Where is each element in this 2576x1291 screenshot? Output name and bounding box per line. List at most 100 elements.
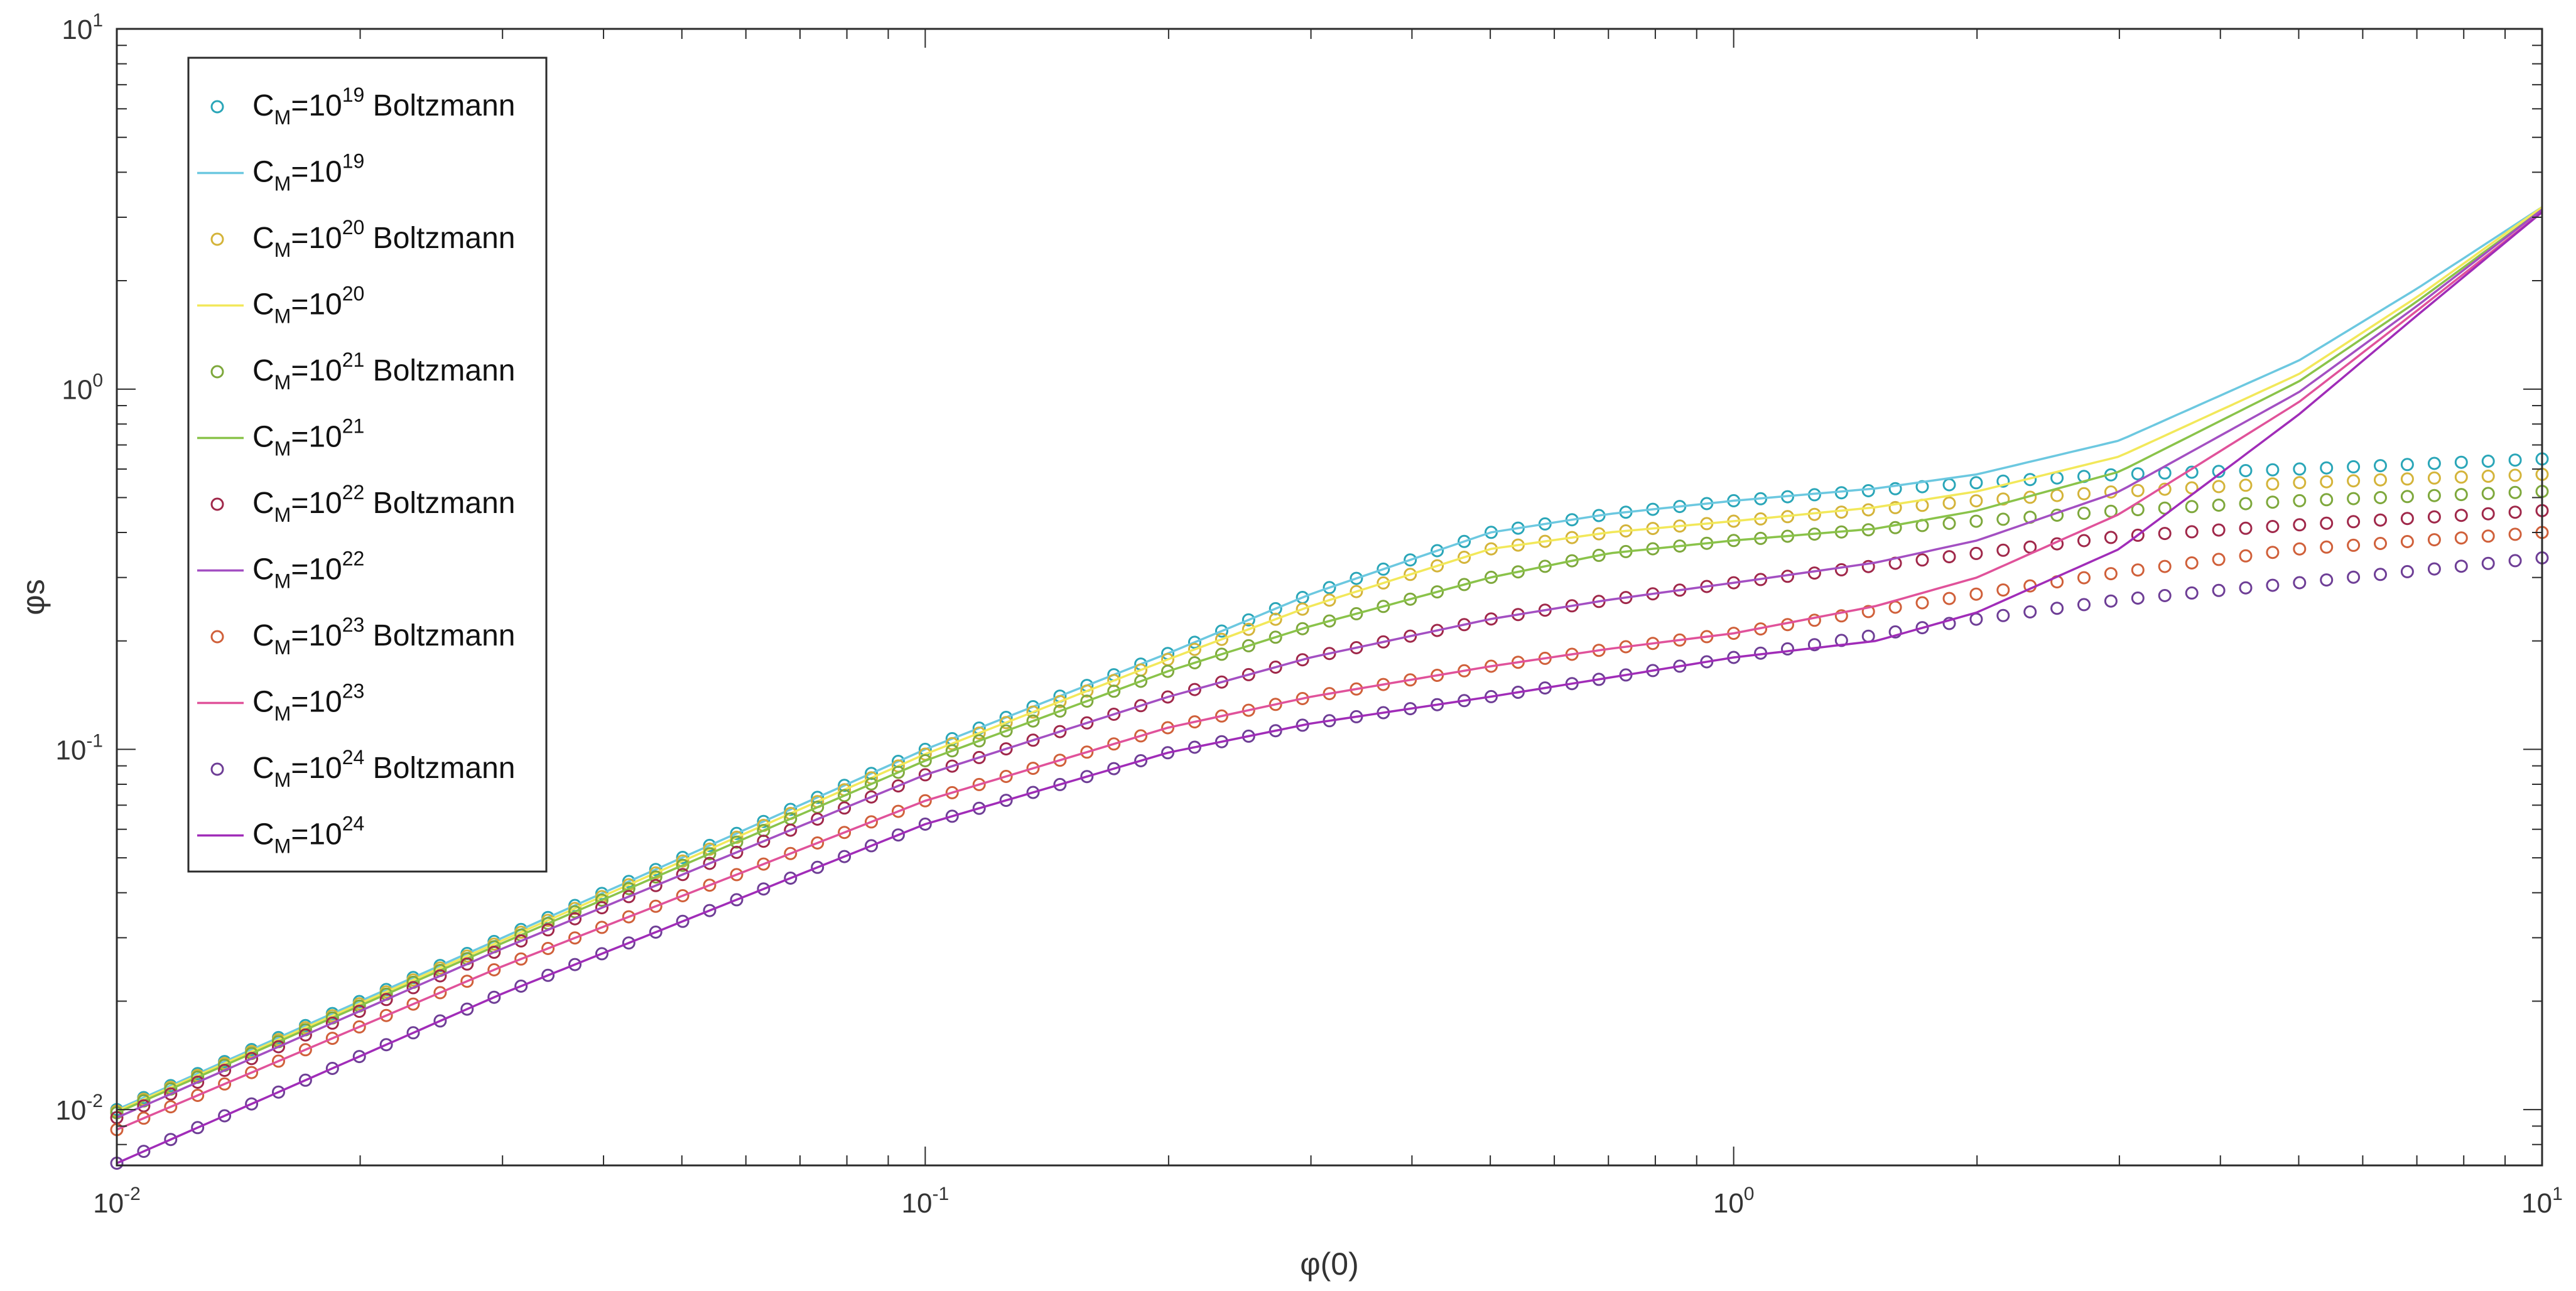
series-line <box>116 208 2543 1119</box>
data-point <box>757 857 771 871</box>
data-point <box>2400 458 2414 472</box>
series-markers <box>110 551 2549 1170</box>
data-point <box>2239 497 2253 510</box>
data-point <box>2374 537 2387 550</box>
data-point <box>433 969 447 983</box>
data-point <box>1942 591 1956 605</box>
legend-label: CM=1022 Boltzmann <box>252 481 515 526</box>
data-point <box>1188 740 1201 754</box>
data-point <box>1377 562 1390 576</box>
data-point <box>595 894 609 907</box>
data-point <box>1996 492 2010 506</box>
data-point <box>891 779 905 793</box>
legend-item: CM=1022 <box>197 548 364 593</box>
legend-item: CM=1021 <box>197 415 364 460</box>
data-point <box>191 1121 205 1135</box>
data-point <box>1026 762 1040 775</box>
series-layer <box>110 206 2549 1170</box>
data-point <box>1080 684 1094 698</box>
data-point <box>1215 647 1228 661</box>
data-point <box>1242 667 1255 681</box>
data-point <box>1323 647 1336 661</box>
data-point <box>2185 525 2199 539</box>
data-point <box>2023 605 2037 618</box>
data-point <box>2400 472 2414 486</box>
data-point <box>1242 622 1255 636</box>
data-point <box>2347 492 2361 505</box>
data-point <box>541 923 555 937</box>
data-point <box>2131 483 2145 497</box>
data-point <box>1834 634 1848 647</box>
data-point <box>784 872 798 885</box>
data-point <box>1269 661 1282 674</box>
data-point <box>811 860 825 874</box>
data-point <box>2104 594 2118 608</box>
data-point <box>865 790 878 804</box>
data-point <box>1080 745 1094 759</box>
y-tick-label: 101 <box>62 10 103 45</box>
data-point <box>2347 460 2361 473</box>
data-point <box>2077 487 2091 500</box>
legend-label: CM=1024 Boltzmann <box>252 746 515 791</box>
plot-area-frame <box>116 28 2543 1167</box>
data-point <box>918 768 932 782</box>
data-point <box>2481 556 2495 570</box>
data-point <box>514 934 528 948</box>
legend-marker-swatch <box>210 497 224 511</box>
data-point <box>622 882 636 895</box>
data-point <box>1942 550 1956 564</box>
data-point <box>2050 602 2064 615</box>
data-point <box>1215 624 1228 638</box>
data-point <box>1134 729 1148 743</box>
data-point <box>1323 614 1336 628</box>
data-point <box>1377 576 1390 590</box>
data-point <box>2158 559 2172 573</box>
data-point <box>649 870 663 884</box>
data-point <box>2293 542 2307 556</box>
data-point <box>2239 581 2253 595</box>
data-point <box>1188 635 1201 649</box>
data-point <box>2158 527 2172 541</box>
data-point <box>164 1100 178 1114</box>
legend-label: CM=1024 <box>252 813 364 858</box>
data-point <box>945 809 959 823</box>
data-point <box>1026 786 1040 799</box>
data-point <box>838 789 852 802</box>
data-point <box>2374 491 2387 504</box>
data-point <box>1215 675 1228 689</box>
data-point <box>1888 625 1902 639</box>
series-markers <box>110 526 2549 1137</box>
data-point <box>945 759 959 773</box>
data-point <box>1242 613 1255 627</box>
legend: CM=1019 Boltzmann CM=1019 CM=1020 Boltzman… <box>187 57 548 873</box>
data-point <box>2320 461 2334 475</box>
data-point <box>2266 546 2280 559</box>
data-point <box>2293 494 2307 507</box>
data-point <box>1485 570 1498 584</box>
data-point <box>2131 503 2145 517</box>
data-point <box>325 1032 339 1045</box>
data-point <box>1134 674 1148 688</box>
data-point <box>1053 704 1067 718</box>
data-point <box>999 794 1013 808</box>
data-point <box>703 904 717 917</box>
data-point <box>1458 578 1471 591</box>
data-point <box>245 1066 259 1079</box>
data-point <box>1296 653 1309 667</box>
data-point <box>272 1040 285 1054</box>
data-point <box>595 921 609 934</box>
data-point <box>622 890 636 904</box>
data-point <box>972 801 986 815</box>
legend-item: CM=1020 Boltzmann <box>210 216 515 261</box>
data-point <box>164 1133 178 1147</box>
data-point <box>945 786 959 799</box>
data-point <box>218 1109 232 1123</box>
y-axis-title: φs <box>16 579 51 615</box>
data-point <box>1107 762 1121 775</box>
data-point <box>1269 612 1282 626</box>
data-point <box>1188 642 1201 656</box>
data-point <box>891 765 905 779</box>
data-point <box>1161 746 1174 760</box>
data-point <box>757 835 771 848</box>
